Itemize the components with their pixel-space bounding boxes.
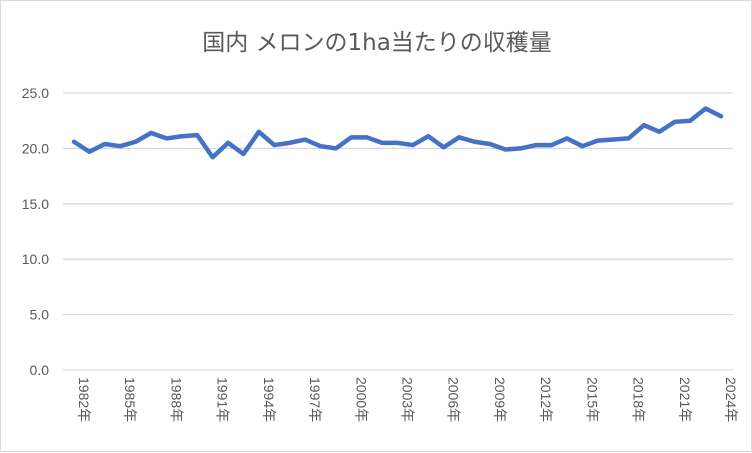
x-tick-label: 1997年	[307, 377, 323, 422]
x-tick-label: 1991年	[215, 377, 231, 422]
x-tick-label: 2009年	[492, 377, 508, 422]
y-tick-label: 20.0	[22, 140, 49, 156]
x-tick-label: 2003年	[400, 377, 416, 422]
x-tick-label: 1988年	[168, 377, 184, 422]
y-tick-label: 15.0	[22, 196, 49, 212]
x-tick-label: 1994年	[261, 377, 277, 422]
x-tick-label: 2006年	[446, 377, 462, 422]
x-tick-label: 2018年	[631, 377, 647, 422]
y-tick-label: 25.0	[22, 85, 49, 101]
x-tick-label: 2021年	[677, 377, 693, 422]
y-tick-label: 5.0	[30, 307, 50, 323]
x-tick-label: 2012年	[538, 377, 554, 422]
x-tick-label: 2015年	[584, 377, 600, 422]
x-tick-label: 2024年	[723, 377, 739, 422]
x-tick-label: 1982年	[76, 377, 92, 422]
x-tick-label: 2000年	[353, 377, 369, 422]
y-tick-label: 10.0	[22, 251, 49, 267]
series-line	[74, 109, 721, 158]
y-tick-label: 0.0	[30, 362, 50, 378]
x-tick-label: 1985年	[122, 377, 138, 422]
